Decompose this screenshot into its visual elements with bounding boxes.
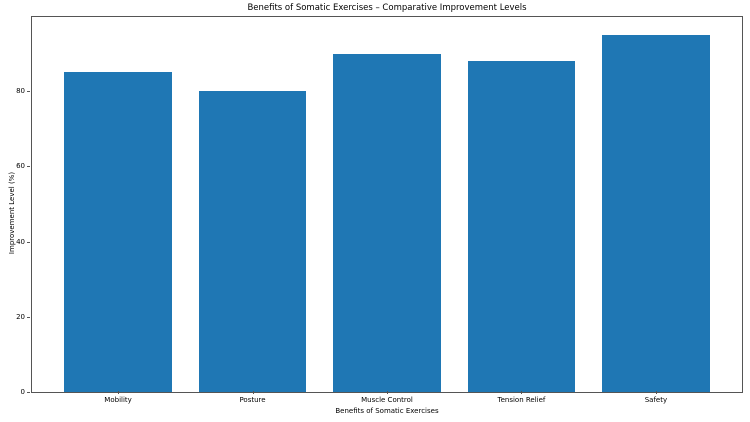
x-tick-label: Safety — [644, 396, 668, 404]
bar-tension-relief — [467, 61, 576, 392]
x-tick-mark — [521, 391, 523, 394]
x-tick-label: Tension Relief — [497, 396, 546, 404]
y-tick-mark — [27, 241, 30, 243]
y-tick-label: 40 — [16, 237, 25, 246]
x-tick-mark — [118, 391, 120, 394]
x-tick-label: Muscle Control — [361, 396, 413, 404]
bar-muscle-control — [333, 53, 441, 392]
x-tick-mark — [655, 391, 657, 394]
chart-title: Benefits of Somatic Exercises – Comparat… — [247, 3, 527, 13]
y-tick-label: 0 — [20, 388, 25, 396]
x-tick-mark — [252, 391, 254, 394]
x-axis-label: Benefits of Somatic Exercises — [335, 407, 439, 415]
x-tick-label: Mobility — [104, 396, 132, 404]
x-tick-mark — [387, 391, 388, 394]
y-tick-label: 20 — [16, 312, 25, 321]
y-tick-mark — [27, 392, 30, 393]
bar-posture — [198, 91, 307, 392]
bar-mobility — [64, 72, 172, 392]
y-tick-label: 80 — [16, 87, 25, 96]
bar-safety — [602, 34, 710, 392]
y-tick-mark — [27, 166, 30, 168]
y-tick-mark — [27, 91, 30, 93]
y-tick-label: 60 — [16, 162, 25, 171]
x-tick-label: Posture — [239, 396, 266, 404]
plot-area — [31, 16, 743, 393]
y-tick-mark — [27, 316, 30, 318]
